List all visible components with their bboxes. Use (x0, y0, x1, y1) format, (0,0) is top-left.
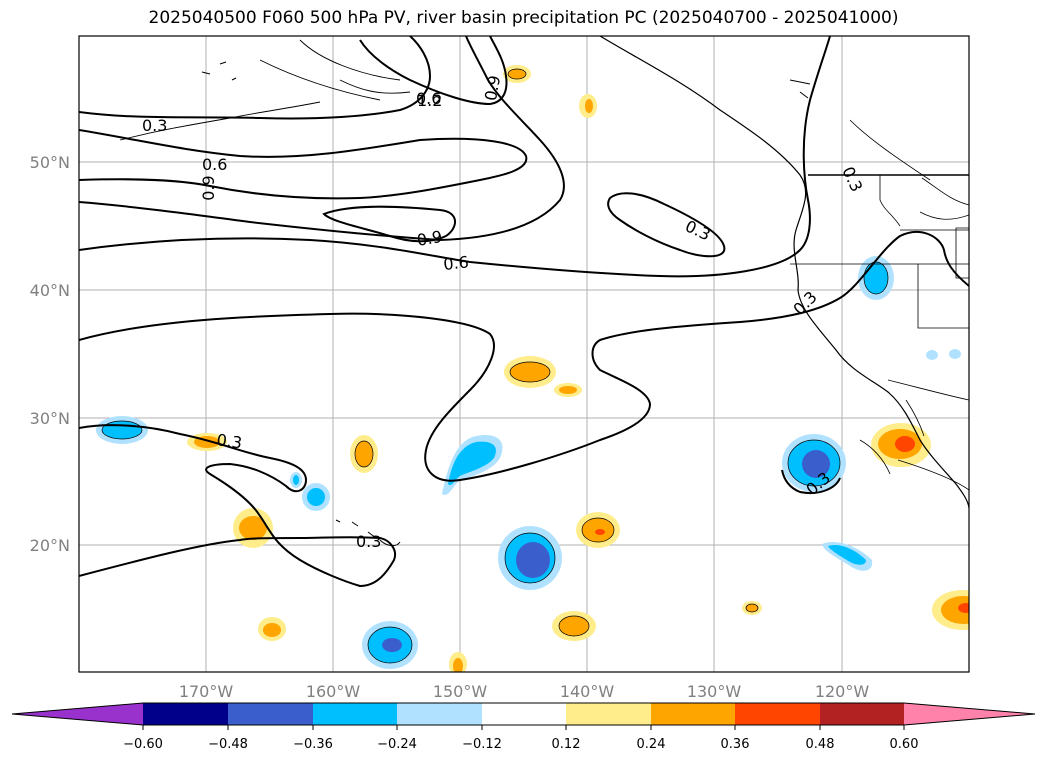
colorbar-segment (143, 703, 228, 725)
positive-anomaly-2 (579, 94, 597, 118)
pv-contours (79, 36, 969, 588)
negative-anomaly-7 (782, 434, 846, 492)
positive-anomaly-4 (554, 383, 582, 397)
colorbar-high-extend (904, 703, 1035, 725)
contour-label: 0.9 (481, 74, 504, 102)
colorbar-segment (566, 703, 651, 725)
colorbar-tick-label: −0.60 (123, 737, 163, 752)
contour-label: 0.9 (415, 227, 443, 250)
colorbar-tick-label: −0.24 (377, 737, 417, 752)
colorbar-tick-label: −0.48 (208, 737, 248, 752)
contour-label: 0.9 (199, 175, 218, 200)
colorbar-segment (313, 703, 397, 725)
lat-label: 30°N (30, 409, 70, 428)
positive-anomaly-9 (552, 611, 596, 641)
negative-anomaly-5 (498, 526, 562, 590)
coastlines (119, 36, 969, 547)
contour-label: 0.6 (202, 155, 227, 174)
negative-anomaly-6 (362, 621, 418, 669)
lat-label: 50°N (30, 153, 70, 172)
graticule (79, 36, 969, 672)
positive-anomaly-1 (503, 65, 531, 83)
map-content: 0.3 0.6 0.9 0.6 1.2 0.9 0.9 0.6 0.3 0.3 … (79, 36, 969, 672)
positive-anomaly-13 (871, 423, 931, 467)
positive-anomaly-14 (932, 590, 969, 630)
negative-anomaly-3 (302, 483, 330, 511)
longitude-labels: 170°W 160°W 150°W 140°W 130°W 120°W (179, 682, 870, 701)
positive-anomaly-12 (742, 601, 762, 615)
negative-anomaly-2 (290, 472, 302, 488)
contour-label: 0.3 (356, 532, 381, 551)
contour-label: 0.6 (416, 89, 441, 108)
colorbar-tick-label: −0.36 (293, 737, 333, 752)
map-frame (78, 35, 970, 673)
lon-label: 150°W (433, 682, 488, 701)
colorbar-tick-label: 0.48 (806, 737, 835, 752)
negative-anomaly-8 (822, 541, 873, 571)
colorbar-segment (397, 703, 482, 725)
negative-anomaly-1 (96, 416, 148, 444)
lon-label: 130°W (687, 682, 742, 701)
colorbar-tick-label: 0.36 (721, 737, 750, 752)
contour-label: 0.6 (442, 252, 469, 274)
positive-anomaly-8 (576, 512, 620, 548)
colorbar-tick-label: 0.12 (552, 737, 581, 752)
colorbar-tick-label: 0.24 (637, 737, 666, 752)
negative-anomaly-10 (926, 349, 961, 360)
contour-label: 1.2 (417, 91, 442, 110)
colorbar-segment (651, 703, 735, 725)
lon-label: 140°W (560, 682, 615, 701)
lat-label: 20°N (30, 536, 70, 555)
positive-anomaly-11 (449, 652, 467, 672)
lon-label: 160°W (306, 682, 361, 701)
colorbar-tick-label: 0.60 (890, 737, 919, 752)
latitude-labels: 50°N 40°N 30°N 20°N (30, 153, 70, 555)
lon-label: 170°W (179, 682, 234, 701)
contour-label: 0.3 (215, 430, 243, 452)
negative-anomaly-9 (858, 256, 894, 300)
colorbar-segment (735, 703, 820, 725)
positive-anomaly-3 (504, 356, 556, 388)
positive-anomaly-6 (350, 435, 378, 473)
lat-label: 40°N (30, 281, 70, 300)
colorbar-segment (228, 703, 313, 725)
colorbar-low-extend (12, 703, 143, 725)
colorbar: −0.60 −0.48 −0.36 −0.24 −0.12 0.12 0.24 … (11, 702, 1036, 752)
positive-anomaly-10 (258, 617, 286, 641)
map-title: 2025040500 F060 500 hPa PV, river basin … (148, 8, 899, 28)
colorbar-segment (820, 703, 904, 725)
lon-label: 120°W (815, 682, 870, 701)
colorbar-segment (482, 703, 566, 725)
contour-label: 0.3 (142, 116, 167, 135)
colorbar-tick-label: −0.12 (462, 737, 502, 752)
precipitation-outlines (101, 68, 889, 664)
